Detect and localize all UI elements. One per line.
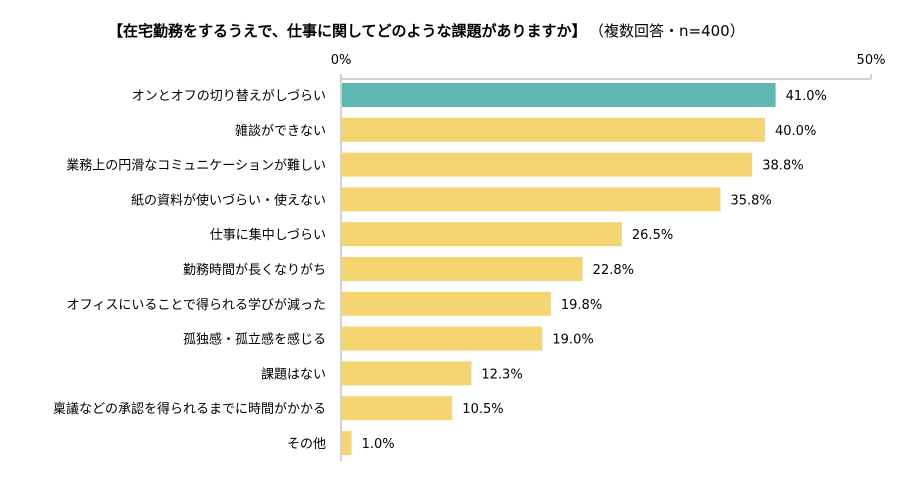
value-label: 40.0% <box>775 124 816 139</box>
x-tick-label: 50% <box>857 53 886 68</box>
bar <box>342 361 472 386</box>
value-label: 22.8% <box>593 263 634 278</box>
value-label: 35.8% <box>730 193 771 208</box>
chart-subtitle: （複数回答・n=400） <box>596 22 745 40</box>
category-label: 雑談ができない <box>235 123 326 139</box>
category-label: 勤務時間が長くなりがち <box>183 263 326 278</box>
bar <box>342 257 583 281</box>
value-label: 38.8% <box>762 159 803 174</box>
bar <box>342 326 543 351</box>
category-label: 課題はない <box>261 366 326 382</box>
bar <box>342 396 453 421</box>
bar <box>342 152 753 177</box>
category-label: 仕事に集中しづらい <box>210 227 326 243</box>
chart-title: 【在宅勤務をするうえで、仕事に関してどのような課題がありますか】 <box>108 22 587 40</box>
value-label: 41.0% <box>786 89 827 104</box>
bar <box>342 291 551 316</box>
value-label: 26.5% <box>632 228 673 243</box>
value-label: 1.0% <box>362 437 395 452</box>
category-label: オンとオフの切り替えがしづらい <box>132 89 326 104</box>
bar <box>342 117 765 142</box>
category-label: オフィスにいることで得られる学びが減った <box>67 297 326 313</box>
category-label: その他 <box>287 437 326 452</box>
value-label: 12.3% <box>481 367 522 382</box>
chart-title-row: 【在宅勤務をするうえで、仕事に関してどのような課題がありますか】 （複数回答・n=… <box>108 20 745 41</box>
value-label: 19.8% <box>561 298 602 313</box>
bar <box>342 431 352 455</box>
bar <box>342 187 721 212</box>
category-label: 稟議などの承認を得られるまでに時間がかかる <box>53 401 326 417</box>
bar <box>342 83 776 107</box>
category-label: 紙の資料が使いづらい・使えない <box>131 192 326 208</box>
category-label: 孤独感・孤立感を感じる <box>183 332 326 348</box>
x-tick-label: 0% <box>331 53 352 68</box>
value-label: 10.5% <box>462 402 503 417</box>
category-label: 業務上の円滑なコミュニケーションが難しい <box>66 158 326 174</box>
bar <box>342 222 622 247</box>
value-label: 19.0% <box>552 333 593 348</box>
